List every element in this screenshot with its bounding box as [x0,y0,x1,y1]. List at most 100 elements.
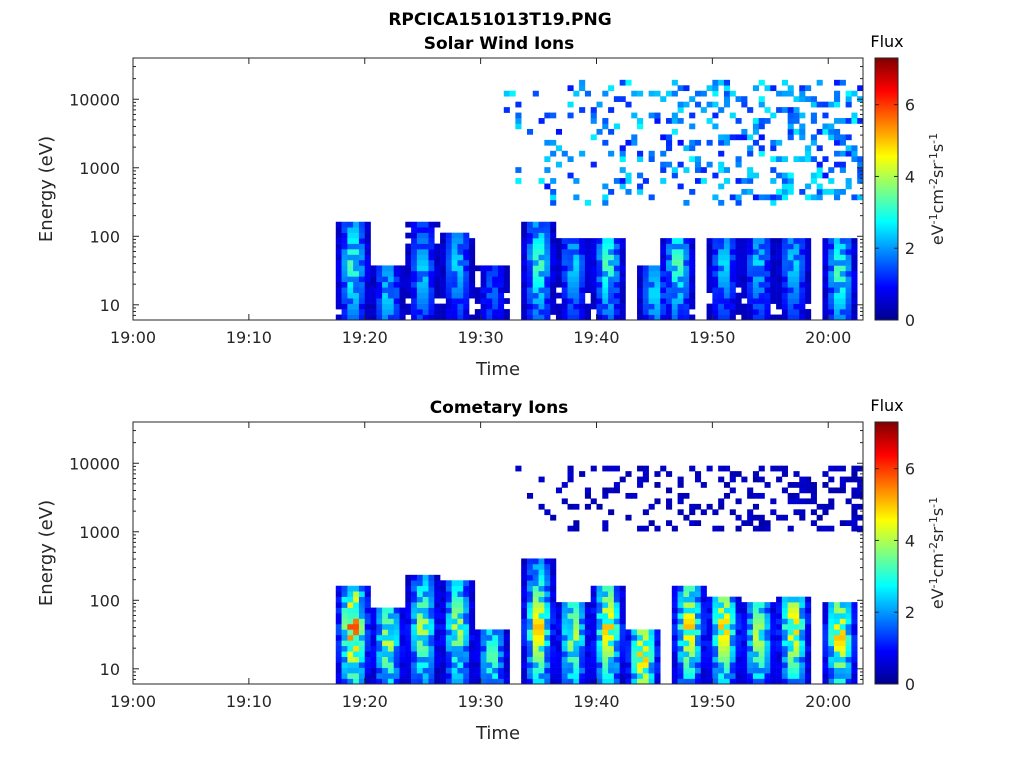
heatmap-cell [758,309,765,315]
heatmap-cell [770,292,777,299]
heatmap-cell [463,259,470,266]
heatmap-cell [532,640,539,647]
heatmap-cell [810,96,817,102]
heatmap-cell [683,596,690,603]
heatmap-cell [758,303,765,310]
heatmap-cell [683,618,690,625]
heatmap-cell [550,585,557,592]
heatmap-cell [550,613,557,619]
heatmap-cell [654,634,661,641]
heatmap-cell [683,292,690,299]
heatmap-cell [694,471,702,477]
heatmap-cell [393,651,400,658]
heatmap-cell [469,238,476,244]
heatmap-cell [822,618,829,625]
heatmap-cell [781,156,788,163]
heatmap-cell [637,172,644,179]
heatmap-cell [770,613,777,619]
heatmap-cell [723,276,731,283]
heatmap-cell [538,292,545,299]
heatmap-cell [700,482,707,488]
heatmap-cell [451,623,458,630]
heatmap-cell [405,618,412,625]
heatmap-cell [526,221,534,228]
heatmap-cell [416,585,423,592]
heatmap-cell [370,618,377,625]
heatmap-cell [845,96,852,102]
heatmap-cell [602,520,609,527]
heatmap-cell [741,265,748,272]
heatmap-cell [741,270,748,277]
heatmap-cell [747,254,754,261]
heatmap-cell [451,618,458,625]
heatmap-cell [666,161,673,168]
heatmap-cell [538,607,545,614]
heatmap-cell [428,281,435,288]
heatmap-cell [486,292,493,299]
heatmap-cell [451,667,458,674]
heatmap-cell [706,259,713,266]
heatmap-cell [619,673,626,679]
heatmap-cell [723,465,731,472]
heatmap-cell [666,243,673,250]
heatmap-cell [654,525,661,532]
heatmap-cell [451,585,458,592]
heatmap-cell [631,90,638,97]
heatmap-cell [770,634,777,641]
heatmap-cell [718,265,725,272]
heatmap-cell [637,667,644,674]
heatmap-cell [358,303,366,310]
heatmap-cell [770,270,777,277]
heatmap-cell [613,645,620,652]
heatmap-cell [793,265,800,272]
heatmap-cell [561,623,568,630]
heatmap-cell [810,487,817,494]
heatmap-cell [718,79,725,86]
heatmap-cell [805,673,812,679]
heatmap-cell [834,128,841,135]
heatmap-cell [451,243,458,250]
heatmap-cell [590,623,597,630]
heatmap-cell [521,254,528,261]
heatmap-cell [457,623,464,630]
heatmap-cell [735,199,742,206]
heatmap-cell [799,270,806,277]
heatmap-cell [364,613,371,619]
heatmap-cell [805,596,812,603]
x-tick-label: 19:10 [226,328,272,347]
heatmap-cell [793,314,800,321]
heatmap-cell [822,112,829,119]
heatmap-cell [793,678,800,685]
heatmap-cell [723,259,731,266]
heatmap-cell [799,287,806,294]
heatmap-cell [747,618,754,625]
heatmap-cell [839,623,846,630]
heatmap-cell [561,298,568,304]
heatmap-cell [544,678,551,685]
heatmap-cell [463,314,470,321]
heatmap-cell [776,645,783,652]
heatmap-cell [799,123,806,130]
heatmap-cell [851,503,858,510]
heatmap-cell [538,651,545,658]
heatmap-cell [335,602,342,608]
heatmap-cell [486,634,493,641]
heatmap-cell [642,629,649,636]
heatmap-cell [764,520,771,527]
heatmap-cell [816,525,823,532]
heatmap-cell [416,243,423,250]
heatmap-cell [335,634,342,641]
heatmap-cell [387,618,395,625]
heatmap-cell [642,667,649,674]
heatmap-cell [642,651,649,658]
heatmap-cell [463,613,470,619]
heatmap-cell [689,265,696,272]
heatmap-cell [839,243,846,250]
heatmap-cell [376,292,383,299]
heatmap-cell [469,281,476,288]
heatmap-cell [590,303,597,310]
heatmap-cell [660,259,667,266]
heatmap-cell [469,618,476,625]
heatmap-cell [526,618,534,625]
heatmap-cell [654,276,661,283]
